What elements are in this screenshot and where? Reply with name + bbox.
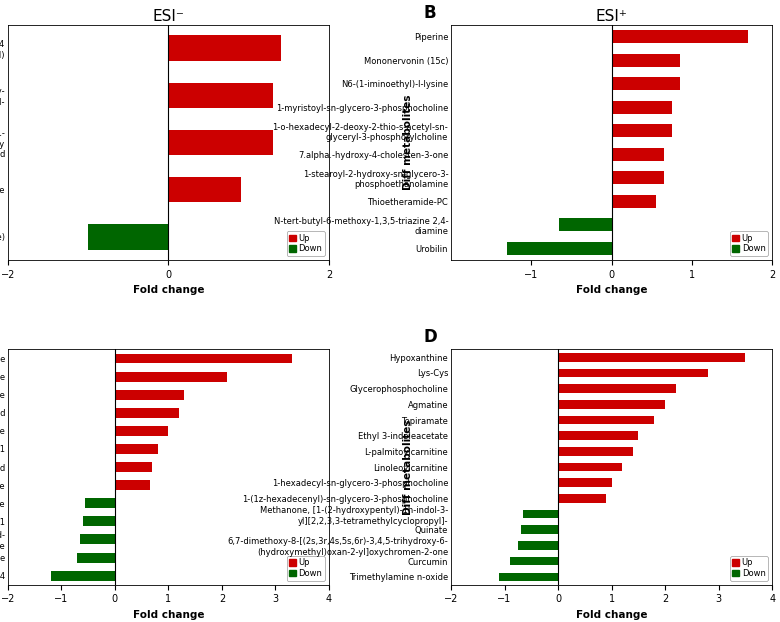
Bar <box>558 384 675 393</box>
Bar <box>558 369 708 378</box>
X-axis label: Fold change: Fold change <box>576 285 647 295</box>
Bar <box>115 408 179 418</box>
Bar <box>80 534 115 544</box>
Bar <box>168 177 241 203</box>
Bar <box>558 463 622 471</box>
Bar <box>115 371 227 381</box>
Legend: Up, Down: Up, Down <box>287 231 324 256</box>
Bar <box>83 516 115 526</box>
Bar <box>520 526 558 534</box>
Bar <box>558 447 633 456</box>
Bar <box>612 148 664 160</box>
Bar <box>612 77 680 90</box>
Text: B: B <box>424 4 436 22</box>
Bar <box>115 462 152 472</box>
Legend: Up, Down: Up, Down <box>730 231 768 256</box>
Bar <box>115 480 150 490</box>
Bar <box>612 30 748 43</box>
Bar <box>86 498 115 508</box>
Bar <box>115 353 292 363</box>
Bar <box>612 124 672 137</box>
Bar <box>612 195 656 208</box>
Bar <box>558 478 612 487</box>
Title: ESI⁻: ESI⁻ <box>152 9 184 24</box>
Bar <box>612 101 672 114</box>
Bar <box>168 35 281 62</box>
Title: ESI⁺: ESI⁺ <box>596 9 628 24</box>
Bar <box>51 570 115 580</box>
Text: D: D <box>424 328 438 346</box>
Bar <box>612 53 680 67</box>
Bar <box>510 557 558 565</box>
Bar <box>115 426 168 436</box>
Bar <box>168 129 273 156</box>
Legend: Up, Down: Up, Down <box>287 556 324 580</box>
X-axis label: Fold change: Fold change <box>133 610 204 620</box>
Bar <box>558 400 665 409</box>
X-axis label: Fold change: Fold change <box>576 610 647 620</box>
Bar <box>115 444 158 454</box>
X-axis label: Fold change: Fold change <box>133 285 204 295</box>
Bar <box>518 541 558 550</box>
Bar <box>523 510 558 518</box>
Bar <box>115 390 184 400</box>
Bar <box>168 83 273 108</box>
Bar <box>558 353 746 361</box>
Bar <box>612 171 664 184</box>
Bar <box>88 224 168 249</box>
Text: Diff metabolites: Diff metabolites <box>403 419 413 515</box>
Bar <box>499 572 558 581</box>
Bar <box>77 552 115 562</box>
Bar <box>558 494 606 503</box>
Bar <box>558 432 638 440</box>
Text: Diff metabolites: Diff metabolites <box>403 95 413 190</box>
Legend: Up, Down: Up, Down <box>730 556 768 580</box>
Bar <box>507 242 612 255</box>
Bar <box>559 218 612 231</box>
Bar <box>558 415 654 424</box>
